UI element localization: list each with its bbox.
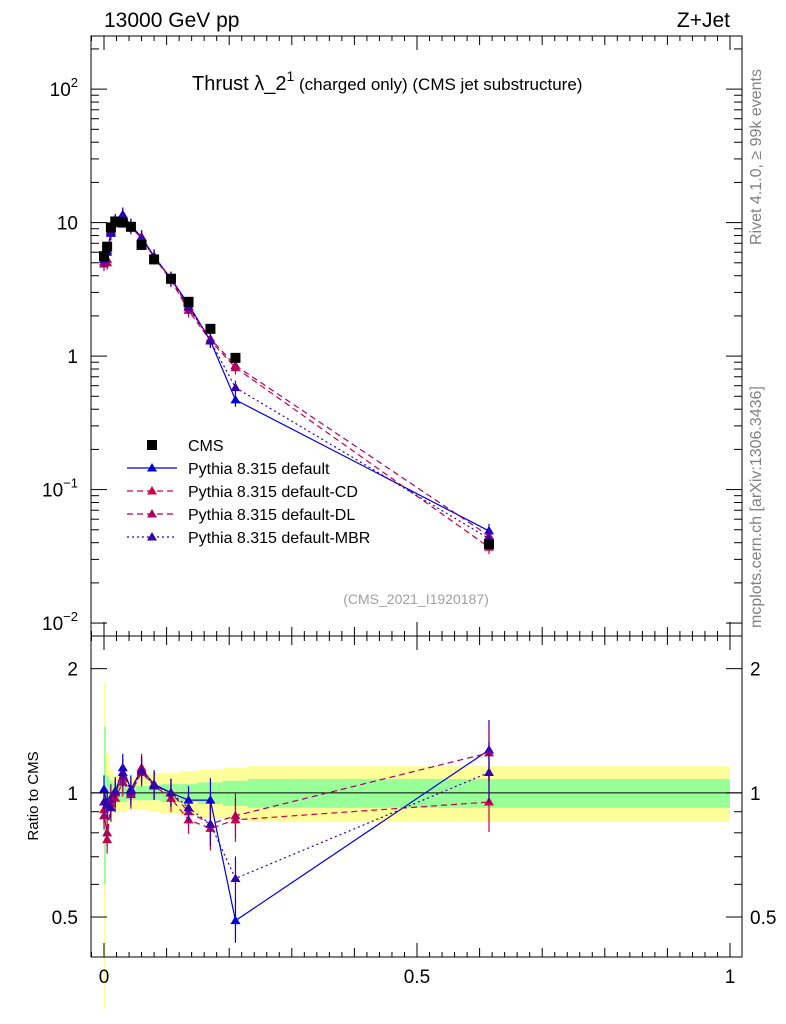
main-data-point-cms (165, 273, 176, 284)
legend-entry-label: CMS (188, 438, 224, 455)
main-y-tick-label: 1 (67, 347, 78, 368)
ratio-y-tick-label-left: 0.5 (52, 908, 78, 929)
legend-entry-label: Pythia 8.315 default-CD (188, 484, 358, 501)
ratio-y-tick-label-right: 1 (750, 784, 761, 805)
main-data-point (136, 232, 147, 242)
plot-title-superscript: 1 (286, 68, 294, 84)
legend-marker (147, 463, 157, 472)
main-data-point-cms (136, 239, 147, 250)
legend: CMS Pythia 8.315 default Pythia 8.315 defa… (127, 438, 370, 547)
ratio-data-point (230, 915, 241, 925)
ratio-data-point (105, 802, 116, 812)
legend-marker (147, 509, 157, 518)
ratio-plot-panel: 0.5 0.51 12 2 0 0.5 1 Ratio to CMS (25, 635, 777, 1009)
mcplots-label: mcplots.cern.ch [arXiv:1306.3436] (748, 386, 765, 628)
header-process: Z+Jet (677, 9, 730, 32)
header-energy: 13000 GeV pp (104, 9, 239, 32)
main-y-tick-label: 10 (57, 214, 78, 235)
ratio-data-point (205, 819, 216, 828)
main-data-point (117, 211, 128, 220)
ratio-data-point (149, 780, 160, 790)
ratio-data-point (183, 802, 194, 812)
ratio-y-tick-label-left: 2 (67, 660, 78, 681)
x-tick-labels: 0 0.5 1 (99, 967, 736, 988)
main-data-point-cms (149, 254, 160, 265)
main-y-tick-labels: 10−2 10−1 1 10 102 (42, 75, 78, 635)
analysis-id: (CMS_2021_I1920187) (343, 591, 489, 607)
main-y-tick-label: 10−2 (42, 609, 78, 635)
ratio-data-point (102, 827, 113, 837)
main-data-point (205, 335, 216, 345)
ratio-series (99, 720, 494, 943)
ratio-uncertainty-bands (104, 682, 731, 1009)
ratio-data-point (205, 795, 216, 804)
ratio-data-point (136, 765, 147, 775)
main-data-point-cms (230, 352, 241, 363)
legend-marker-cms (147, 440, 157, 450)
main-data-point-cms (483, 539, 494, 550)
ratio-data-point (165, 787, 176, 797)
x-tick-label: 0.5 (404, 967, 430, 988)
main-data-point-cms (110, 216, 121, 227)
main-data-point-cms (183, 296, 194, 307)
plot-title-subtitle: (charged only) (CMS jet substructure) (294, 75, 582, 94)
ratio-y-tick-labels: 0.5 0.5 1 1 2 2 (52, 660, 777, 929)
ratio-data-point (125, 786, 136, 795)
main-y-tick-label: 102 (50, 75, 78, 101)
legend-entry-label: Pythia 8.315 default-DL (188, 507, 355, 524)
main-data-point-cms (117, 217, 128, 228)
ratio-y-axis-label: Ratio to CMS (25, 751, 42, 840)
main-data-point-cms (105, 222, 116, 233)
plot-title-main: Thrust λ_2 (192, 73, 286, 95)
ratio-data-point (110, 786, 121, 795)
x-tick-label: 1 (725, 967, 736, 988)
ratio-data-point (230, 810, 241, 820)
main-data-point (230, 360, 241, 370)
ratio-data-point (483, 767, 494, 777)
main-data-point-cms (102, 241, 113, 252)
legend-entry-label: Pythia 8.315 default (188, 461, 330, 478)
rivet-label: Rivet 4.1.0, ≥ 99k events (748, 69, 765, 245)
main-data-point-cms (205, 323, 216, 334)
x-tick-label: 0 (99, 967, 110, 988)
legend-marker (147, 532, 157, 541)
ratio-axis-ticks (90, 636, 742, 958)
main-data-point (230, 382, 241, 392)
ratio-data-point (230, 873, 241, 882)
main-data-point (230, 394, 241, 404)
main-y-tick-label: 10−1 (42, 476, 78, 502)
main-series (99, 207, 494, 555)
ratio-y-tick-label-left: 1 (67, 784, 78, 805)
ratio-y-tick-label-right: 2 (750, 660, 761, 681)
main-axis-ticks (90, 36, 742, 636)
legend-marker (147, 486, 157, 495)
main-data-point-cms (99, 251, 109, 262)
ratio-y-tick-label-right: 0.5 (750, 908, 776, 929)
plot-title: Thrust λ_21 (charged only) (CMS jet subs… (192, 68, 582, 95)
ratio-data-point (117, 767, 128, 777)
main-data-point-cms (125, 221, 136, 232)
legend-entry-label: Pythia 8.315 default-MBR (188, 530, 370, 547)
